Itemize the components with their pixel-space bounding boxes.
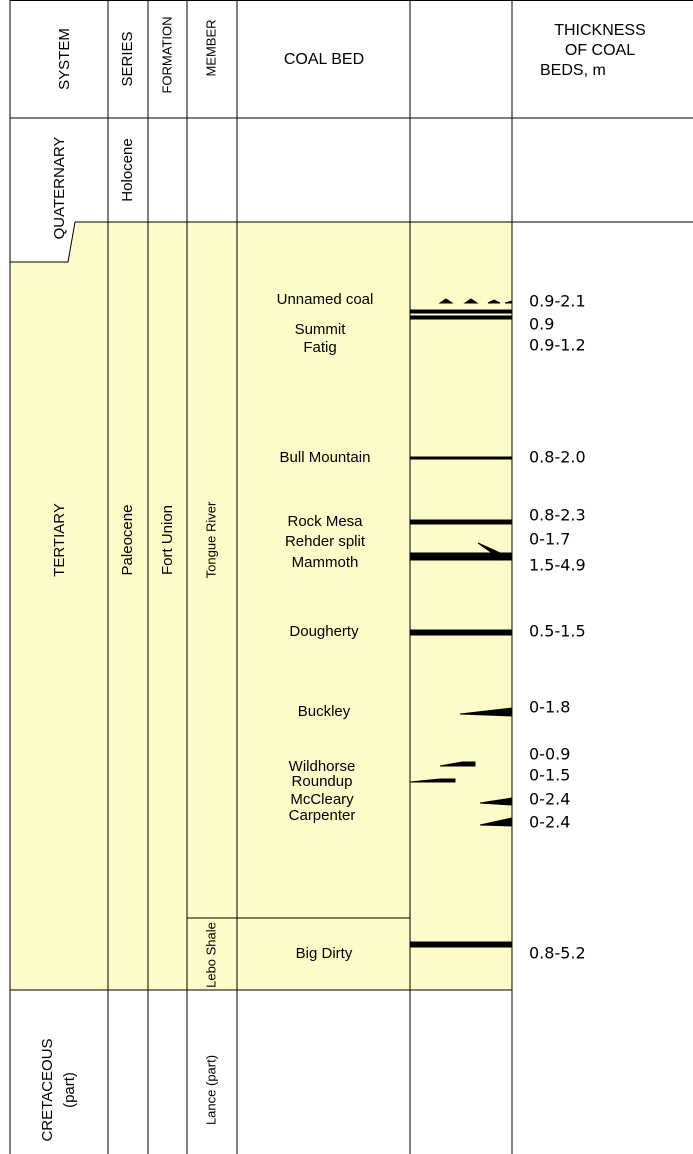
coal-bed-name: Rehder split (285, 533, 366, 550)
fills (10, 222, 512, 990)
unit-series: Paleocene (119, 505, 136, 576)
coal-bed-thickness: 0-1.8 (529, 698, 570, 717)
coal-bed-name: Buckley (298, 703, 351, 720)
coal-bed-name: Dougherty (289, 623, 359, 640)
coal-bed-thickness: 1.5-4.9 (529, 556, 586, 575)
coal-bed-thickness: 0-0.9 (529, 745, 570, 764)
coal-bed-thickness: 0.9-2.1 (529, 292, 586, 311)
header-formation: FORMATION (159, 16, 174, 93)
unit-series: Holocene (119, 138, 136, 201)
header-system: SYSTEM (56, 28, 73, 90)
coal-symbols (409, 298, 513, 948)
coal-bed-name: Fatig (303, 339, 336, 356)
unit-member: Tongue River (203, 501, 218, 578)
header-coal-bed: COAL BED (284, 51, 364, 68)
unit-system: TERTIARY (51, 503, 68, 577)
coal-bed-thickness: 0.8-2.0 (529, 448, 586, 467)
coal-bed-name: Rock Mesa (287, 513, 363, 530)
header-thickness: BEDS, m (540, 62, 606, 79)
coal-bed-name: Summit (295, 321, 347, 338)
coal-bed-name: McCleary (290, 791, 354, 808)
header-series: SERIES (119, 31, 136, 86)
unit-system: (part) (61, 1072, 78, 1108)
coal-bed-name: Bull Mountain (280, 449, 371, 466)
coal-bed-name: Roundup (292, 773, 353, 790)
coal-bed-name: Carpenter (289, 807, 356, 824)
coal-bed-thickness: 0-2.4 (529, 813, 570, 832)
coal-bed-thickness: 0.8-2.3 (529, 506, 586, 525)
coal-bed-thickness: 0.9-1.2 (529, 336, 586, 355)
coal-bed-name: Wildhorse (289, 758, 356, 775)
header-thickness: THICKNESS (554, 22, 646, 39)
coal-bed-name: Big Dirty (296, 945, 353, 962)
labels: SYSTEM SERIES FORMATION MEMBER COAL BED … (39, 16, 646, 1141)
coal-bed-thickness: 0.9 (529, 315, 554, 334)
coal-bed-name: Unnamed coal (277, 291, 374, 308)
unit-system: QUATERNARY (51, 137, 68, 240)
grid (9, 0, 693, 1154)
header-thickness: OF COAL (565, 42, 635, 59)
coal-bed-thickness: 0-1.7 (529, 530, 570, 549)
coal-bed-thickness: 0.8-5.2 (529, 944, 586, 963)
unit-formation: Fort Union (159, 505, 176, 575)
coal-bed-thickness: 0.5-1.5 (529, 622, 586, 641)
unit-member: Lance (part) (203, 1055, 218, 1125)
unit-system: CRETACEOUS (39, 1038, 56, 1141)
coal-bed-thickness: 0-2.4 (529, 790, 570, 809)
coal-bed-name: Mammoth (292, 554, 359, 571)
unit-member: Lebo Shale (203, 922, 218, 988)
header-member: MEMBER (203, 19, 218, 76)
coal-bed-thickness: 0-1.5 (529, 766, 570, 785)
